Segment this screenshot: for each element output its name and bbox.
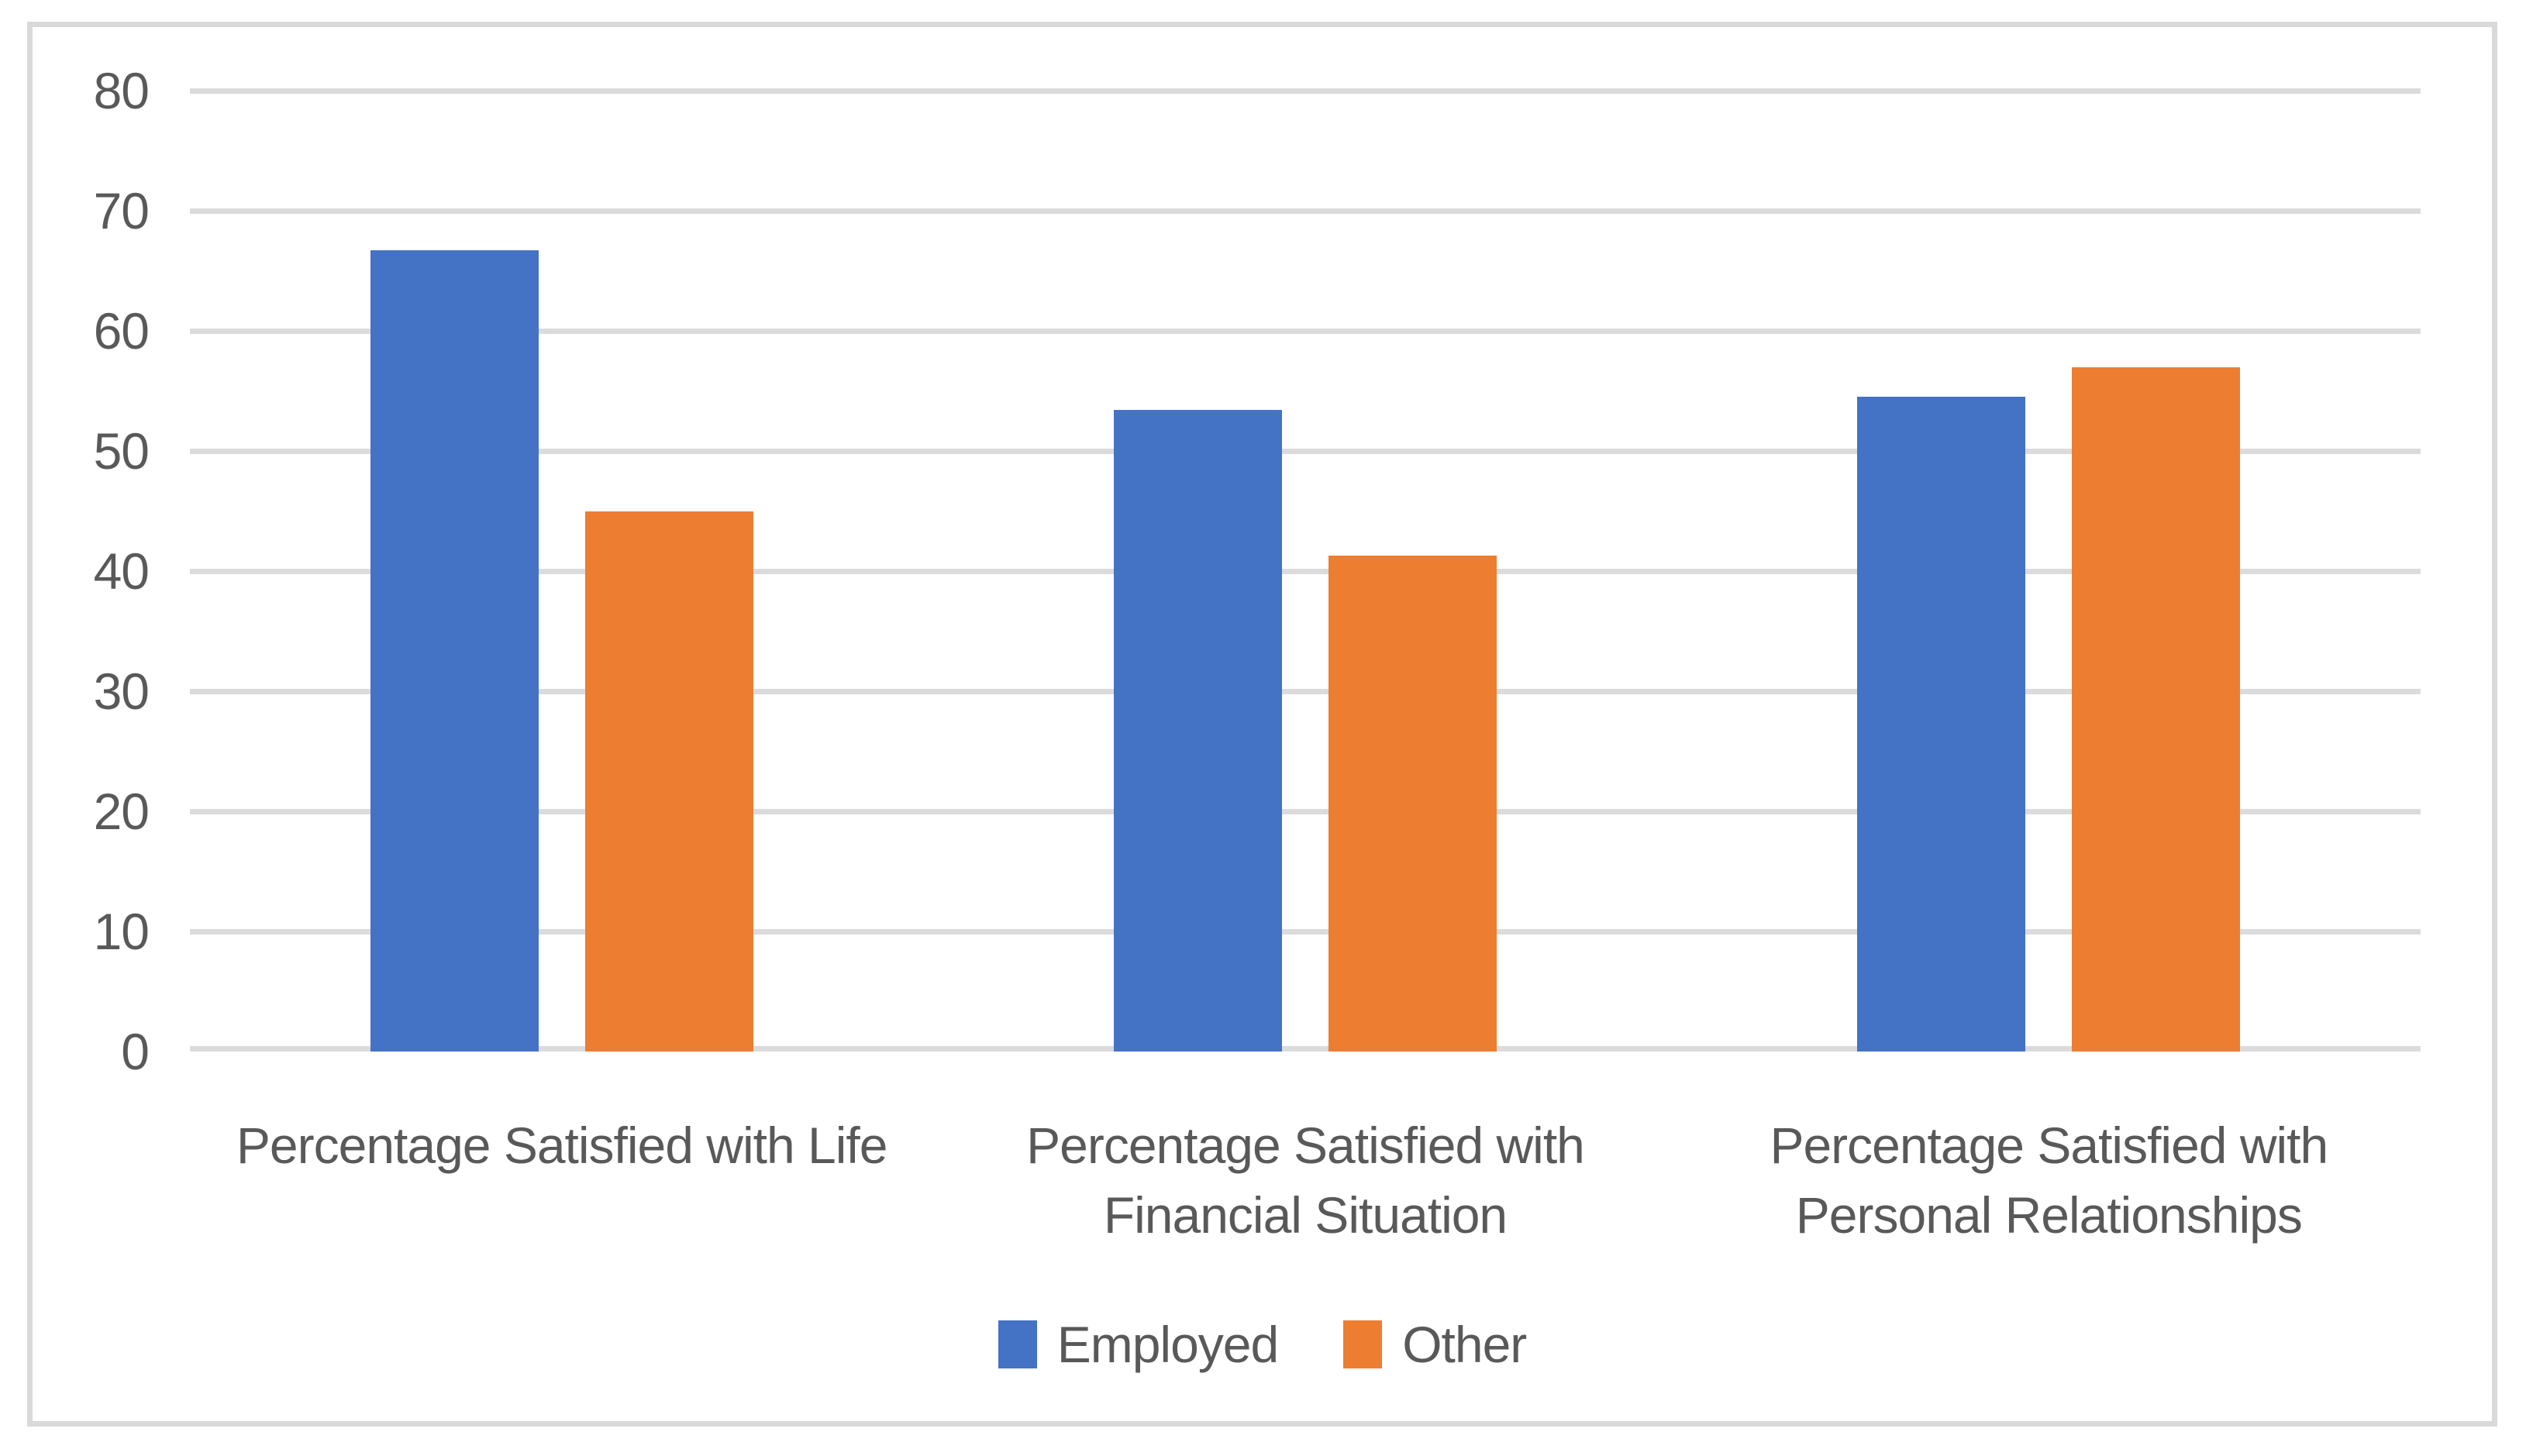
legend-item-other[interactable]: Other	[1343, 1316, 1527, 1373]
legend-item-employed[interactable]: Employed	[998, 1316, 1279, 1373]
gridline-0	[190, 1046, 2421, 1052]
gridline-30	[190, 689, 2421, 694]
category-label-3: Percentage Satisfied with Personal Relat…	[1770, 1117, 2328, 1244]
bar-other-3[interactable]	[2072, 367, 2241, 1052]
y-tick-label: 40	[93, 542, 150, 600]
bar-group-3	[1677, 91, 2421, 1052]
gridline-10	[190, 929, 2421, 935]
y-axis: 80 70 60 50 40 30 20 10 0	[33, 62, 150, 1080]
plot-area	[190, 88, 2421, 1052]
x-axis-labels: Percentage Satisfied with Life Percentage…	[190, 1110, 2421, 1250]
bar-groups	[190, 91, 2421, 1052]
gridline-60	[190, 329, 2421, 334]
gridline-50	[190, 449, 2421, 454]
y-tick-label: 30	[93, 663, 150, 720]
bar-group-1	[190, 91, 933, 1052]
y-tick-label: 70	[93, 182, 150, 239]
gridline-70	[190, 208, 2421, 214]
legend-label: Other	[1402, 1316, 1527, 1373]
gridline-80	[190, 88, 2421, 94]
y-tick-label: 50	[93, 422, 150, 480]
legend-label: Employed	[1056, 1316, 1279, 1373]
y-tick-label: 10	[93, 903, 150, 960]
gridline-40	[190, 569, 2421, 574]
legend-swatch-icon	[998, 1320, 1037, 1368]
y-tick-label: 0	[121, 1023, 150, 1080]
bar-group-2	[933, 91, 1677, 1052]
y-tick-label: 80	[93, 62, 150, 119]
category-label-2: Percentage Satisfied with Financial Situ…	[1026, 1117, 1585, 1244]
y-tick-label: 20	[93, 783, 150, 840]
bar-employed-3[interactable]	[1857, 397, 2026, 1052]
category-label-1: Percentage Satisfied with Life	[236, 1117, 888, 1174]
bar-employed-1[interactable]	[370, 250, 539, 1052]
y-tick-label: 60	[93, 302, 150, 360]
bar-employed-2[interactable]	[1113, 410, 1282, 1052]
legend-swatch-icon	[1343, 1320, 1383, 1368]
gridline-20	[190, 809, 2421, 814]
bar-other-2[interactable]	[1328, 555, 1497, 1052]
chart-area[interactable]: 80 70 60 50 40 30 20 10 0 Percentage Satisfied w…	[27, 22, 2497, 1427]
legend: Employed Other	[33, 1302, 2492, 1387]
bar-other-1[interactable]	[584, 511, 753, 1052]
